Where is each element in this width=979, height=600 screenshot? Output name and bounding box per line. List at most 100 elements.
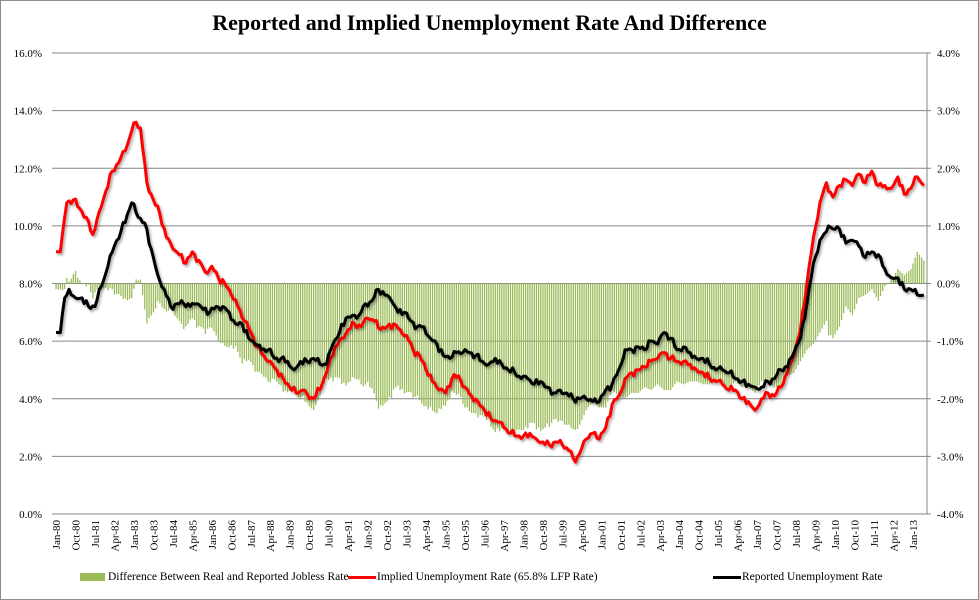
difference-bar <box>343 283 345 383</box>
difference-bar <box>176 283 178 319</box>
difference-bar <box>654 283 657 387</box>
y-left-tick-label: 6.0% <box>19 336 42 348</box>
difference-bar <box>780 283 782 388</box>
difference-bar <box>403 283 406 394</box>
x-tick-label: Jul-84 <box>168 520 180 548</box>
difference-bar <box>713 283 715 383</box>
difference-bar <box>810 283 812 346</box>
difference-bar <box>773 283 776 388</box>
x-tick-label: Jan-89 <box>285 520 297 550</box>
difference-bar <box>587 283 590 408</box>
difference-bar <box>901 272 903 284</box>
difference-bar <box>486 283 488 420</box>
difference-bar <box>74 271 77 284</box>
difference-bar <box>509 283 512 432</box>
difference-bar <box>341 283 343 384</box>
difference-bar <box>317 283 319 400</box>
difference-bar <box>728 283 730 388</box>
difference-bar <box>864 283 867 296</box>
difference-bar <box>492 283 494 430</box>
difference-bar <box>520 283 522 430</box>
difference-bar <box>105 283 107 288</box>
difference-bar <box>460 283 462 397</box>
difference-bar <box>626 283 628 397</box>
difference-bar <box>747 283 750 388</box>
legend-item-difference: Difference Between Real and Reported Job… <box>80 571 349 583</box>
x-tick-label: Oct-07 <box>772 520 784 551</box>
difference-bar <box>892 276 895 284</box>
difference-bar <box>401 283 403 390</box>
difference-bar <box>594 283 596 404</box>
difference-bar <box>600 283 603 408</box>
y-left-tick-label: 14.0% <box>14 106 42 118</box>
difference-bar <box>347 283 349 383</box>
difference-bar <box>555 283 557 420</box>
difference-bar <box>862 283 864 296</box>
legend-label-reported: Reported Unemployment Rate <box>742 571 883 583</box>
difference-bar <box>652 283 654 389</box>
difference-bar <box>90 283 92 293</box>
implied-unemployment-line <box>55 120 925 464</box>
difference-bar <box>414 283 416 397</box>
difference-bar <box>605 283 607 408</box>
difference-bar <box>141 283 144 296</box>
difference-bar <box>663 283 665 391</box>
difference-bar <box>797 283 799 366</box>
difference-bar <box>496 283 499 429</box>
difference-bar <box>280 283 282 386</box>
difference-bar <box>903 274 905 284</box>
difference-bar <box>754 283 756 393</box>
difference-bar <box>364 283 367 385</box>
difference-bar <box>222 283 224 343</box>
difference-bar <box>284 283 287 392</box>
difference-bar <box>464 283 466 408</box>
difference-bar <box>421 283 423 404</box>
difference-bar <box>745 283 748 388</box>
difference-bar <box>252 283 254 366</box>
y-left-tick-label: 8.0% <box>19 279 42 291</box>
difference-bar <box>133 283 135 289</box>
difference-bar <box>838 283 841 327</box>
difference-bar <box>832 283 834 339</box>
difference-bar <box>273 283 276 380</box>
difference-bar <box>490 283 492 427</box>
difference-bar <box>425 283 427 407</box>
difference-bar <box>271 283 274 379</box>
difference-bar <box>397 283 399 386</box>
difference-bar <box>505 283 507 432</box>
difference-bar <box>687 283 689 383</box>
difference-bar <box>330 283 332 378</box>
y-left-tick-label: 10.0% <box>14 221 42 233</box>
difference-bar <box>765 283 767 382</box>
difference-bar <box>676 283 678 382</box>
difference-bar <box>531 283 533 423</box>
difference-bar <box>429 283 432 407</box>
difference-bar <box>750 283 752 390</box>
difference-bar <box>737 283 739 384</box>
difference-bar <box>782 283 784 384</box>
difference-bar <box>382 283 384 406</box>
difference-bar <box>416 283 419 396</box>
x-tick-label: Apr-00 <box>577 520 589 552</box>
x-tick-label: Jan-10 <box>830 520 842 550</box>
difference-bar <box>468 283 471 412</box>
x-tick-label: Apr-03 <box>655 520 667 552</box>
difference-bar <box>239 283 241 358</box>
legend-item-implied: Implied Unemployment Rate (65.8% LFP Rat… <box>348 571 598 583</box>
difference-bar <box>778 283 780 388</box>
difference-bar <box>94 283 96 293</box>
difference-bar <box>633 283 635 393</box>
difference-bar <box>700 283 702 384</box>
difference-bar <box>834 283 836 335</box>
difference-bar <box>732 283 735 384</box>
difference-bar <box>174 283 176 317</box>
y-left-tick-label: 2.0% <box>19 451 42 463</box>
difference-bar <box>451 283 453 392</box>
difference-bar <box>905 272 908 284</box>
difference-bar <box>278 283 280 385</box>
x-tick-label: Oct-98 <box>538 520 550 551</box>
difference-bar <box>475 283 477 414</box>
difference-bar <box>808 283 810 348</box>
x-tick-label: Apr-97 <box>499 520 511 552</box>
